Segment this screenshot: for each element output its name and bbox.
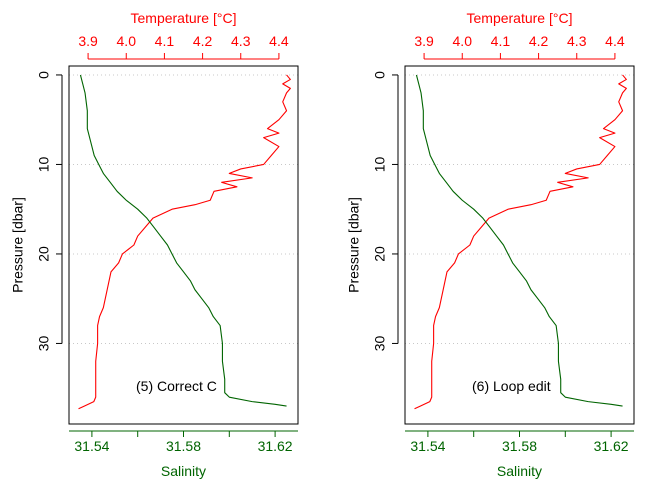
salinity-profile-line [415, 74, 623, 407]
temperature-tick-label: 4.1 [155, 33, 175, 49]
temperature-tick-label: 4.2 [193, 33, 213, 49]
temperature-profile-line [414, 74, 627, 410]
temperature-axis-title: Temperature [°C] [131, 10, 237, 26]
pressure-tick-label: 20 [372, 246, 388, 262]
salinity-axis-title: Salinity [161, 463, 206, 479]
temperature-axis-title: Temperature [°C] [467, 10, 573, 26]
salinity-tick-label: 31.58 [502, 438, 537, 454]
salinity-axis-title: Salinity [497, 463, 542, 479]
pressure-tick-label: 0 [36, 71, 52, 79]
panel-annotation: (5) Correct C [136, 378, 217, 394]
temperature-tick-label: 4.4 [269, 33, 289, 49]
plot-frame [68, 65, 299, 425]
pressure-tick-label: 0 [372, 71, 388, 79]
salinity-tick-label: 31.62 [594, 438, 629, 454]
temperature-tick-label: 3.9 [414, 33, 434, 49]
temperature-tick-label: 4.3 [567, 33, 587, 49]
temperature-tick-label: 4.3 [231, 33, 251, 49]
temperature-profile-line [78, 74, 291, 410]
pressure-axis-title: Pressure [dbar] [346, 197, 362, 293]
salinity-tick-label: 31.62 [258, 438, 293, 454]
temperature-tick-label: 4.2 [529, 33, 549, 49]
temperature-tick-label: 3.9 [78, 33, 98, 49]
pressure-tick-label: 20 [36, 246, 52, 262]
temperature-tick-label: 4.0 [117, 33, 137, 49]
plot-frame [404, 65, 635, 425]
ctd-panel-correct-c: 0 10 20 30 Pressure [dbar] 3.9 4.0 4.1 4.2 4.3 4.4… [10, 10, 299, 479]
temperature-tick-label: 4.0 [453, 33, 473, 49]
salinity-tick-label: 31.58 [166, 438, 201, 454]
temperature-tick-label: 4.4 [605, 33, 625, 49]
ctd-panel-loop-edit: 0 10 20 30 Pressure [dbar] 3.9 4.0 4.1 4.2 4.3 4.4… [346, 10, 635, 479]
salinity-tick-label: 31.54 [74, 438, 109, 454]
pressure-axis-title: Pressure [dbar] [10, 197, 26, 293]
salinity-profile-line [79, 74, 287, 407]
salinity-tick-label: 31.54 [410, 438, 445, 454]
panel-annotation: (6) Loop edit [472, 378, 551, 394]
pressure-tick-label: 10 [372, 156, 388, 172]
temperature-tick-label: 4.1 [491, 33, 511, 49]
pressure-tick-label: 30 [372, 335, 388, 351]
pressure-tick-label: 10 [36, 156, 52, 172]
pressure-tick-label: 30 [36, 335, 52, 351]
